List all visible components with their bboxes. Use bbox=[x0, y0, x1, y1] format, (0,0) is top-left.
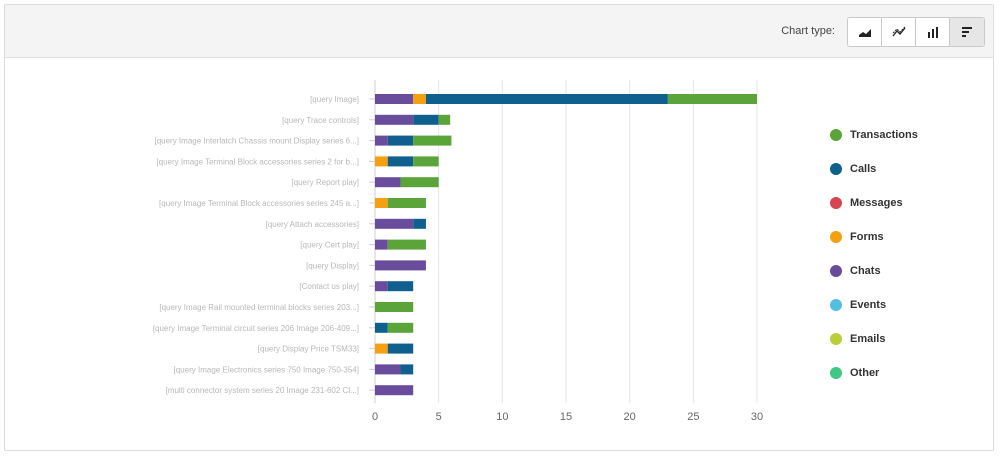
x-tick-label: 30 bbox=[751, 411, 763, 423]
bar-segment-transactions bbox=[387, 198, 426, 208]
legend-marker bbox=[830, 299, 842, 311]
bar-segment-calls bbox=[387, 135, 414, 146]
legend-label: Events bbox=[850, 299, 887, 311]
category-label: [query Trace controls] bbox=[282, 116, 359, 125]
bar-segment-calls bbox=[413, 218, 426, 229]
category-label: [query Image] bbox=[310, 95, 359, 104]
bar-segment-forms bbox=[375, 343, 388, 354]
category-label: [query Image Electronics series 750 Imag… bbox=[174, 365, 359, 374]
category-label: [query Image Terminal Block accessories … bbox=[156, 157, 359, 166]
legend-marker bbox=[830, 231, 842, 243]
legend-item-calls[interactable]: Calls bbox=[830, 152, 918, 186]
bar-segment-chats bbox=[375, 260, 426, 271]
bar-segment-chats bbox=[375, 94, 414, 104]
bar-segment-transactions bbox=[387, 322, 414, 333]
legend-marker bbox=[830, 163, 842, 175]
legend-marker bbox=[830, 367, 842, 379]
category-label: [query Display Price TSM33] bbox=[258, 345, 359, 354]
category-label: [query Image Terminal circuit series 206… bbox=[153, 324, 359, 333]
legend-item-forms[interactable]: Forms bbox=[830, 220, 918, 254]
legend-label: Transactions bbox=[850, 129, 918, 141]
category-label: [multi connector system series 20 Image … bbox=[166, 386, 359, 395]
column-chart-button[interactable] bbox=[916, 18, 950, 46]
category-label: [query Report play] bbox=[291, 178, 359, 187]
bar-segment-calls bbox=[425, 94, 668, 104]
x-tick-label: 10 bbox=[496, 411, 508, 423]
legend-item-chats[interactable]: Chats bbox=[830, 254, 918, 288]
line-chart-button[interactable] bbox=[882, 18, 916, 46]
bar-segment-chats bbox=[375, 177, 401, 188]
column-chart-icon bbox=[927, 27, 938, 38]
bar-segment-transactions bbox=[400, 177, 439, 188]
legend-label: Emails bbox=[850, 333, 886, 345]
legend-marker bbox=[830, 197, 842, 209]
bar-segment-chats bbox=[375, 114, 414, 125]
category-label: [query Image Rail mounted terminal block… bbox=[159, 303, 359, 312]
category-label: [query Attach accessories] bbox=[266, 220, 359, 229]
bar-segment-transactions bbox=[413, 156, 439, 167]
bar-segment-calls bbox=[387, 343, 414, 354]
legend-label: Calls bbox=[850, 163, 877, 175]
bar-segment-transactions bbox=[438, 114, 451, 125]
bar-segment-chats bbox=[375, 364, 401, 375]
bar-segment-chats bbox=[375, 281, 388, 292]
chart-toolbar: Chart type: bbox=[5, 5, 993, 58]
bar-segment-transactions bbox=[413, 135, 452, 146]
bar-segment-calls bbox=[375, 322, 388, 333]
legend-item-messages[interactable]: Messages bbox=[830, 186, 918, 220]
legend-marker bbox=[830, 265, 842, 277]
chart-type-label: Chart type: bbox=[781, 25, 835, 37]
bar-chart-button[interactable] bbox=[950, 18, 984, 46]
line-chart-icon bbox=[891, 26, 905, 37]
legend-marker bbox=[830, 129, 842, 141]
bar-segment-forms bbox=[375, 156, 388, 167]
legend-label: Chats bbox=[850, 265, 881, 277]
x-tick-label: 15 bbox=[560, 411, 572, 423]
category-label: [query Display] bbox=[306, 261, 359, 270]
legend-label: Messages bbox=[850, 197, 903, 209]
x-tick-label: 20 bbox=[624, 411, 636, 423]
bar-segment-forms bbox=[413, 94, 426, 104]
legend-marker bbox=[830, 333, 842, 345]
area-chart-button[interactable] bbox=[848, 18, 882, 46]
bar-segment-calls bbox=[387, 156, 414, 167]
chart-legend: Transactions Calls Messages Forms Chats Event… bbox=[830, 118, 918, 390]
legend-label: Other bbox=[850, 367, 880, 379]
legend-item-other[interactable]: Other bbox=[830, 356, 918, 390]
chart-type-switcher bbox=[847, 17, 985, 47]
x-tick-label: 5 bbox=[436, 411, 442, 423]
bar-segment-transactions bbox=[387, 239, 426, 250]
bar-segment-calls bbox=[413, 114, 439, 125]
category-label: [query Image Interlatch Chassis mount Di… bbox=[154, 137, 359, 146]
category-label: [Contact us play] bbox=[299, 282, 359, 291]
area-chart-icon bbox=[858, 29, 871, 37]
x-tick-label: 25 bbox=[687, 411, 699, 423]
bar-segment-calls bbox=[387, 281, 414, 292]
bar-segment-chats bbox=[375, 218, 414, 229]
category-label: [query Cert play] bbox=[300, 241, 359, 250]
chart-panel: Chart type: bbox=[4, 4, 994, 451]
bar-chart-icon bbox=[962, 27, 972, 37]
bar-segment-transactions bbox=[375, 302, 414, 312]
legend-item-events[interactable]: Events bbox=[830, 288, 918, 322]
legend-label: Forms bbox=[850, 231, 884, 243]
legend-item-transactions[interactable]: Transactions bbox=[830, 118, 918, 152]
bar-segment-calls bbox=[400, 364, 414, 375]
legend-item-emails[interactable]: Emails bbox=[830, 322, 918, 356]
bar-segment-chats bbox=[375, 239, 388, 250]
bar-segment-chats bbox=[375, 135, 388, 146]
bar-segment-transactions bbox=[667, 94, 757, 104]
bar-segment-chats bbox=[375, 385, 414, 396]
x-tick-label: 0 bbox=[372, 411, 378, 423]
category-label: [query Image Terminal Block accessories … bbox=[159, 199, 359, 208]
bar-segment-forms bbox=[375, 198, 388, 208]
